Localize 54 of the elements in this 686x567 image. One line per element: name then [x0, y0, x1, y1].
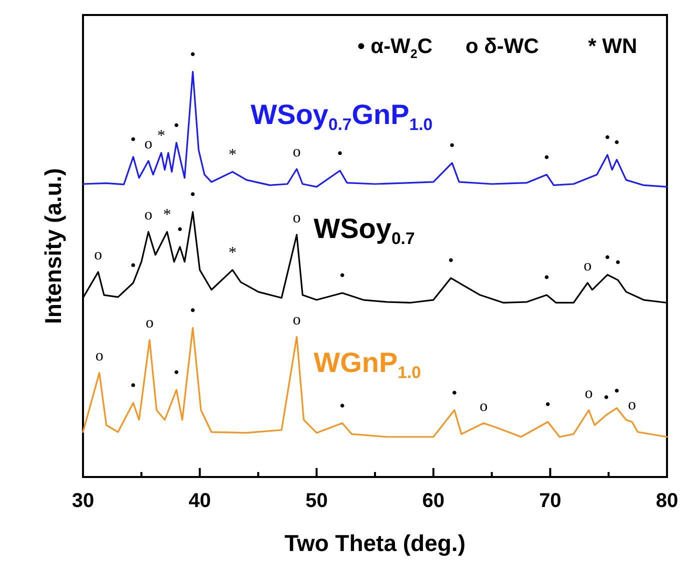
- annotation: •: [190, 46, 196, 64]
- annotation: •: [339, 268, 346, 285]
- annotation: o: [94, 246, 102, 264]
- annotation: •: [545, 396, 551, 414]
- x-tick-label: 30: [72, 490, 94, 512]
- annotation: •: [603, 390, 610, 407]
- annotation: •: [604, 129, 610, 146]
- annotation: *: [163, 206, 172, 224]
- y-axis-title: Intensity (a.u.): [40, 168, 66, 324]
- annotation: •: [130, 132, 136, 149]
- annotation: *: [157, 127, 166, 144]
- annotation: *: [228, 146, 237, 164]
- x-tick-label: 50: [305, 490, 328, 512]
- annotation: o: [628, 396, 636, 414]
- annotation: •: [615, 254, 621, 272]
- annotation: o: [146, 314, 154, 332]
- x-tick-label: 80: [656, 490, 678, 512]
- annotation: o: [292, 209, 301, 226]
- series-label: WGnP$_{1.0}$: [314, 347, 422, 382]
- annotation: •: [614, 134, 620, 152]
- annotation: o: [584, 258, 592, 275]
- series-label: WSoy$_{0.7}$: [314, 212, 415, 248]
- annotation: •: [177, 221, 183, 238]
- annotation: •: [452, 384, 458, 402]
- annotation: *: [228, 244, 237, 262]
- annotation: •: [614, 382, 620, 400]
- annotation: •: [337, 145, 343, 162]
- annotation: o: [292, 311, 301, 328]
- annotation: •: [544, 270, 550, 287]
- annotation: •: [449, 138, 455, 155]
- series-label: WSoy$_{0.7}$GnP$_{1.0}$: [250, 98, 433, 134]
- annotation: •: [174, 364, 180, 382]
- x-tick-label: 40: [188, 490, 211, 512]
- annotation: o: [480, 398, 488, 415]
- annotation: •: [448, 252, 454, 270]
- annotation: •: [190, 186, 196, 204]
- annotation: o: [292, 144, 301, 161]
- annotation: •: [130, 378, 136, 395]
- annotation: •: [339, 398, 346, 415]
- annotation: o: [144, 206, 152, 224]
- annotation: •: [604, 249, 610, 266]
- annotation: •: [174, 117, 180, 134]
- text: • α-W$_{2}$C: [357, 35, 433, 61]
- x-tick-label: 60: [422, 490, 445, 512]
- text: * WN: [588, 35, 638, 58]
- annotation: •: [130, 258, 136, 275]
- text: o δ-WC: [466, 35, 539, 58]
- annotation: •: [544, 149, 550, 166]
- annotation: o: [144, 136, 152, 153]
- annotation: o: [95, 348, 104, 365]
- x-axis-title: Two Theta (deg.): [284, 530, 466, 556]
- annotation: •: [190, 302, 196, 320]
- x-tick-label: 70: [539, 490, 562, 512]
- annotation: o: [584, 384, 593, 402]
